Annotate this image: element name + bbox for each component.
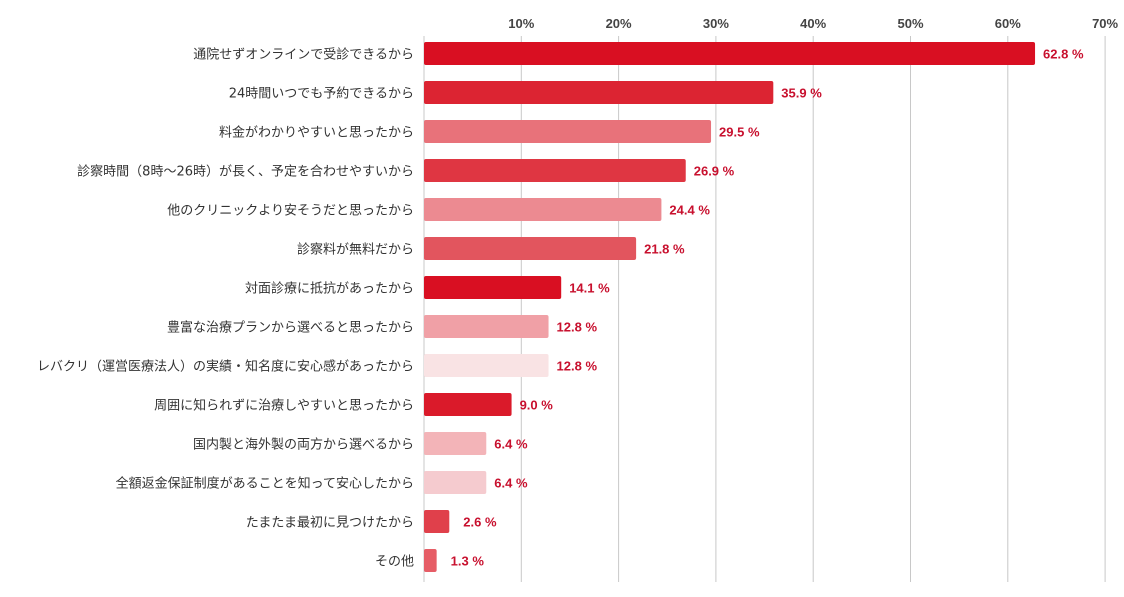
bar (424, 159, 686, 182)
data-label: 6.4 % (494, 476, 528, 491)
category-label: 通院せずオンラインで受診できるから (193, 47, 414, 63)
category-label: その他 (375, 555, 414, 570)
category-label: 対面診療に抵抗があったから (245, 281, 414, 297)
category-label: 豊富な治療プランから選べると思ったから (167, 320, 414, 336)
x-tick-label-10: 10% (508, 16, 534, 31)
bar (424, 42, 1036, 65)
x-tick-label-30: 30% (703, 16, 729, 31)
x-tick-label-70: 70% (1092, 16, 1118, 31)
data-label: 35.9 % (781, 86, 822, 101)
data-label: 24.4 % (669, 203, 710, 218)
data-label: 12.8 % (557, 359, 598, 374)
category-label: 国内製と海外製の両方から選べるから (193, 437, 414, 453)
bar (424, 315, 549, 338)
data-label: 14.1 % (569, 281, 610, 296)
bar (424, 393, 512, 416)
category-label: 診察時間（8時～26時）が長く、予定を合わせやすいから (77, 164, 414, 180)
bar (424, 432, 487, 455)
data-label: 21.8 % (644, 242, 685, 257)
data-label: 12.8 % (557, 320, 598, 335)
category-label: 他のクリニックより安そうだと思ったから (167, 204, 414, 219)
x-tick-label-60: 60% (995, 16, 1021, 31)
data-label: 62.8 % (1043, 47, 1084, 62)
bar (424, 198, 662, 221)
category-label: 24時間いつでも予約できるから (229, 87, 414, 102)
x-tick-label-40: 40% (800, 16, 826, 31)
bar (424, 81, 774, 104)
data-label: 2.6 % (463, 515, 497, 530)
x-tick-label-50: 50% (897, 16, 923, 31)
data-label: 9.0 % (520, 398, 554, 413)
bar (424, 549, 437, 572)
category-label: レバクリ（運営医療法人）の実績・知名度に安心感があったから (37, 359, 414, 375)
category-label: 料金がわかりやすいと思ったから (219, 125, 414, 141)
data-label: 6.4 % (494, 437, 528, 452)
data-label: 1.3 % (451, 554, 485, 569)
bar (424, 471, 487, 494)
bar (424, 510, 450, 533)
x-tick-label-20: 20% (606, 16, 632, 31)
bar (424, 354, 549, 377)
bar (424, 276, 562, 299)
bar (424, 120, 712, 143)
category-label: たまたま最初に見つけたから (246, 516, 414, 531)
category-label: 全額返金保証制度があることを知って安心したから (116, 476, 414, 492)
data-label: 26.9 % (694, 164, 735, 179)
category-label: 診察料が無料だから (297, 242, 414, 258)
data-label: 29.5 % (719, 125, 760, 140)
bar (424, 237, 637, 260)
category-label: 周囲に知られずに治療しやすいと思ったから (154, 398, 414, 414)
